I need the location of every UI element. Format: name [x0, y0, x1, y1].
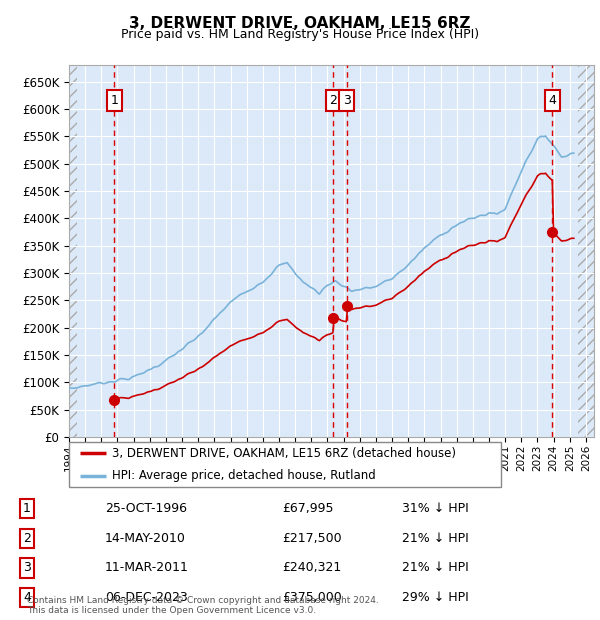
Text: Contains HM Land Registry data © Crown copyright and database right 2024.
This d: Contains HM Land Registry data © Crown c… [27, 596, 379, 615]
Text: 25-OCT-1996: 25-OCT-1996 [105, 502, 187, 515]
Text: 1: 1 [110, 94, 118, 107]
Text: £67,995: £67,995 [282, 502, 334, 515]
Bar [578, 65, 600, 437]
Text: 3: 3 [23, 562, 31, 574]
Text: 21% ↓ HPI: 21% ↓ HPI [402, 532, 469, 544]
Text: 2: 2 [23, 532, 31, 544]
Text: Price paid vs. HM Land Registry's House Price Index (HPI): Price paid vs. HM Land Registry's House … [121, 28, 479, 41]
Text: 14-MAY-2010: 14-MAY-2010 [105, 532, 186, 544]
Text: 3, DERWENT DRIVE, OAKHAM, LE15 6RZ: 3, DERWENT DRIVE, OAKHAM, LE15 6RZ [129, 16, 471, 30]
Text: 2: 2 [329, 94, 337, 107]
Text: HPI: Average price, detached house, Rutland: HPI: Average price, detached house, Rutl… [112, 469, 376, 482]
Bar [69, 65, 77, 437]
Text: £375,000: £375,000 [282, 591, 342, 604]
Text: 3, DERWENT DRIVE, OAKHAM, LE15 6RZ (detached house): 3, DERWENT DRIVE, OAKHAM, LE15 6RZ (deta… [112, 447, 456, 459]
Text: 31% ↓ HPI: 31% ↓ HPI [402, 502, 469, 515]
Text: 29% ↓ HPI: 29% ↓ HPI [402, 591, 469, 604]
Text: £217,500: £217,500 [282, 532, 341, 544]
Text: 11-MAR-2011: 11-MAR-2011 [105, 562, 189, 574]
Text: 1: 1 [23, 502, 31, 515]
Text: 4: 4 [548, 94, 556, 107]
Text: 06-DEC-2023: 06-DEC-2023 [105, 591, 188, 604]
Text: 3: 3 [343, 94, 350, 107]
FancyBboxPatch shape [69, 442, 501, 487]
Text: 21% ↓ HPI: 21% ↓ HPI [402, 562, 469, 574]
Text: 4: 4 [23, 591, 31, 604]
Text: £240,321: £240,321 [282, 562, 341, 574]
